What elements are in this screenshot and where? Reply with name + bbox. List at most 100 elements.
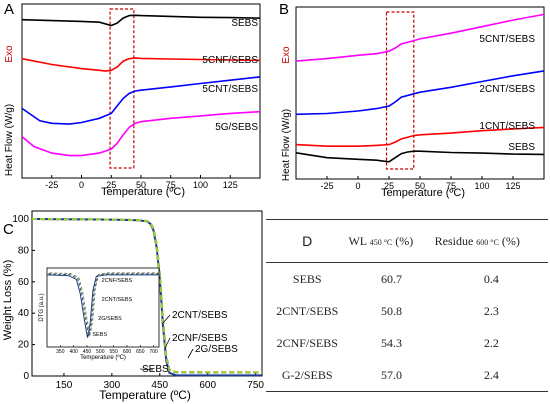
x-tick-label: 25 xyxy=(384,181,394,191)
table-label: D xyxy=(266,219,349,263)
x-tick-label: 750 xyxy=(247,380,264,391)
series-label: SEBS xyxy=(508,142,535,153)
row-name: SEBS xyxy=(292,271,322,286)
series-label: SEBS xyxy=(142,364,169,375)
inset-x-tick-label: 600 xyxy=(123,349,132,355)
inset-x-tick-label: 550 xyxy=(109,349,118,355)
row-wl: 60.7 xyxy=(381,271,403,286)
inset-x-tick-label: 350 xyxy=(56,349,65,355)
row-residue: 0.4 xyxy=(483,271,499,286)
row-residue: 2.4 xyxy=(434,359,548,392)
inset-ylabel: DTG (a.u.) xyxy=(39,293,45,321)
series-label: 2CNT/SEBS xyxy=(479,84,535,95)
x-tick-label: 450 xyxy=(151,380,168,391)
x-tick-label: 50 xyxy=(415,181,425,191)
y-tick-label: 20 xyxy=(18,340,30,351)
inset-x-tick-label: 450 xyxy=(83,349,92,355)
series-label: SEBS xyxy=(231,18,258,29)
results-table: D WL 450 °C (%) Residue 600 °C (%) SEBS … xyxy=(266,219,548,392)
residue-header-main: Residue xyxy=(434,233,477,248)
row-wl: 57.0 xyxy=(348,359,435,392)
row-name: 2CNF/SEBS xyxy=(276,335,338,350)
highlight-box xyxy=(109,8,135,169)
chart-a-ylabel: Heat Flow (W/g) xyxy=(4,104,15,176)
inset-xlabel: Temperature (ºC) xyxy=(80,354,126,361)
chart-b-xlabel: Temperature (ºC) xyxy=(381,187,465,199)
chart-b-ylabel: Heat Flow (W/g) xyxy=(281,109,292,181)
series-line xyxy=(295,150,545,163)
x-tick-label: 100 xyxy=(474,181,489,191)
wl-header-unit: (%) xyxy=(392,233,414,248)
series-label: 5CNT/SEBS xyxy=(479,34,535,45)
inset-series-label: 2CNT/SEBS xyxy=(102,297,133,303)
inset-series-line xyxy=(49,272,162,336)
row-residue: 2.3 xyxy=(483,303,499,318)
series-line xyxy=(21,110,261,157)
table-row: 2CNF/SEBS 54.3 2.2 xyxy=(266,327,548,359)
chart-a-exo-label: Exo xyxy=(4,45,15,63)
inset-x-tick-label: 650 xyxy=(136,349,145,355)
x-tick-label: 25 xyxy=(106,180,116,190)
row-residue: 2.2 xyxy=(483,335,499,350)
series-label: 1CNT/SEBS xyxy=(479,121,535,132)
inset-series-label: 2G/SEBS xyxy=(98,316,122,322)
label-arrow xyxy=(161,314,171,325)
panel-label-c: C xyxy=(3,221,14,238)
inset-x-tick-label: 700 xyxy=(149,349,158,355)
residue-header-sub: 600 °C xyxy=(476,237,499,247)
label-arrow xyxy=(164,337,171,349)
series-line xyxy=(21,76,261,125)
series-line xyxy=(295,70,545,116)
chart-c-xlabel: Temperature (ºC) xyxy=(99,388,191,402)
series-label: 2CNT/SEBS xyxy=(172,310,228,321)
row-name: 2CNT/SEBS xyxy=(276,303,339,318)
series-label: 2G/SEBS xyxy=(195,344,238,355)
x-tick-label: 0 xyxy=(355,181,360,191)
y-tick-label: 80 xyxy=(18,245,30,256)
x-tick-label: 125 xyxy=(223,180,238,190)
x-tick-label: 100 xyxy=(193,180,208,190)
chart-c-ylabel: Weight Loss (%) xyxy=(2,260,14,341)
dsc-chart-b: B -25 0 25 50 75 100 125 5CNT/SEBS 2CNT/SEBS 1CNT… xyxy=(279,1,545,199)
plot-frame xyxy=(31,210,263,377)
x-tick-label: 50 xyxy=(136,180,146,190)
panel-label-a: A xyxy=(4,1,14,18)
series-line xyxy=(295,126,545,147)
series-line xyxy=(31,218,262,374)
inset-series-label: 2CNF/SEBS xyxy=(102,278,133,284)
table-header-row: D WL 450 °C (%) Residue 600 °C (%) xyxy=(266,219,548,263)
table-row: SEBS 60.7 0.4 xyxy=(266,263,548,296)
residue-header-unit: (%) xyxy=(498,233,520,248)
series-label: 2CNF/SEBS xyxy=(172,333,228,344)
dsc-chart-a: A -25 0 25 50 75 100 125 SEBS 5CNF/SEBS 5CNT/SEBS… xyxy=(4,1,261,198)
label-arrow xyxy=(139,368,154,371)
series-label: 5CNT/SEBS xyxy=(202,84,258,95)
chart-b-exo-label: Exo xyxy=(281,46,292,64)
residue-header: Residue 600 °C (%) xyxy=(434,219,548,263)
series-label: 5CNF/SEBS xyxy=(202,55,258,66)
y-tick-label: 60 xyxy=(18,277,30,288)
series-label: 5G/SEBS xyxy=(215,122,258,133)
table-row: 2CNT/SEBS 50.8 2.3 xyxy=(266,295,548,327)
table-row: G-2/SEBS 57.0 2.4 xyxy=(266,359,548,392)
x-tick-label: -25 xyxy=(320,181,333,191)
wl-header: WL 450 °C (%) xyxy=(348,219,435,263)
x-tick-label: 600 xyxy=(199,380,216,391)
highlight-box xyxy=(385,11,415,170)
series-line xyxy=(21,14,261,27)
series-line xyxy=(21,57,261,72)
y-tick-label: 40 xyxy=(18,308,30,319)
y-tick-label: 0 xyxy=(23,371,29,382)
row-wl: 54.3 xyxy=(381,335,403,350)
row-name: G-2/SEBS xyxy=(266,359,349,392)
inset-x-tick-label: 400 xyxy=(69,349,78,355)
wl-header-main: WL xyxy=(348,233,370,248)
inset-x-tick-label: 500 xyxy=(96,349,105,355)
chart-a-xlabel: Temperature (ºC) xyxy=(101,186,185,198)
inset-series-line xyxy=(46,274,159,338)
wl-header-sub: 450 °C xyxy=(369,237,393,247)
x-tick-label: 0 xyxy=(79,180,84,190)
label-arrow xyxy=(187,348,194,359)
series-line xyxy=(295,13,545,62)
table-label-text: D xyxy=(302,232,313,249)
